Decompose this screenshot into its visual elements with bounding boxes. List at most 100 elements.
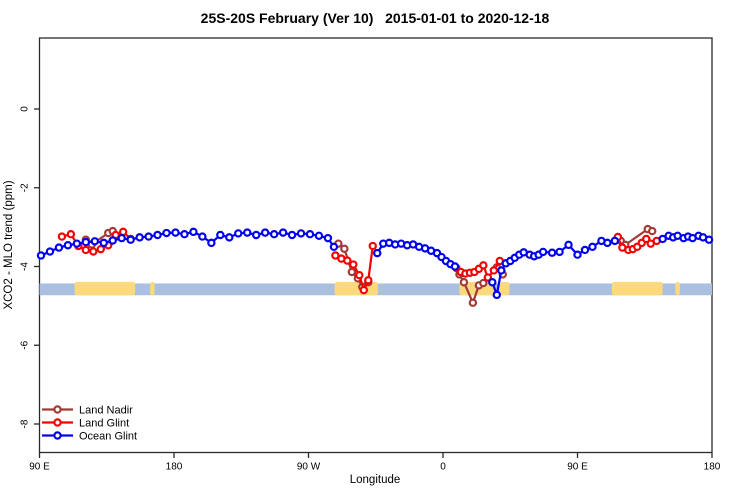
land-patch bbox=[74, 281, 136, 296]
data-point bbox=[610, 236, 620, 246]
data-point bbox=[153, 230, 162, 240]
data-point bbox=[198, 232, 207, 241]
data-point bbox=[216, 230, 225, 240]
x-tick-label: 180 bbox=[704, 462, 721, 473]
x-tick-label: 90 E bbox=[29, 462, 50, 473]
data-point bbox=[704, 235, 714, 244]
data-point bbox=[234, 229, 243, 238]
data-point bbox=[305, 230, 315, 239]
legend-label: Ocean Glint bbox=[79, 431, 137, 443]
data-point bbox=[225, 233, 234, 242]
land-patch bbox=[611, 281, 663, 296]
data-point bbox=[483, 273, 493, 282]
data-point bbox=[45, 247, 55, 256]
data-point bbox=[89, 247, 98, 256]
land-patch bbox=[675, 281, 680, 296]
data-point bbox=[162, 228, 171, 238]
series-layer bbox=[36, 224, 714, 307]
x-axis-label: Longitude bbox=[350, 474, 401, 486]
x-tick-label: 180 bbox=[166, 462, 183, 473]
y-tick-label: -2 bbox=[20, 183, 31, 192]
x-tick-label: 0 bbox=[440, 462, 446, 473]
y-tick-label: -6 bbox=[20, 340, 31, 349]
land-patch bbox=[499, 281, 510, 296]
data-point bbox=[349, 260, 358, 269]
legend-marker-sample bbox=[53, 418, 62, 427]
legend-label: Land Glint bbox=[79, 418, 129, 430]
data-point bbox=[57, 232, 67, 241]
data-point bbox=[207, 238, 216, 248]
data-point bbox=[243, 228, 252, 237]
data-point bbox=[278, 228, 288, 237]
data-point bbox=[171, 228, 180, 237]
legend-item-land-glint: Land Glint bbox=[42, 418, 129, 430]
data-point bbox=[108, 236, 117, 245]
data-point bbox=[479, 278, 488, 288]
data-point bbox=[355, 270, 364, 280]
data-point bbox=[72, 239, 82, 248]
data-point bbox=[547, 248, 557, 257]
series-ocean-glint bbox=[36, 227, 714, 300]
data-point bbox=[588, 242, 597, 252]
data-point bbox=[580, 245, 590, 255]
data-point bbox=[364, 276, 373, 285]
data-point bbox=[81, 237, 91, 247]
data-point bbox=[573, 250, 582, 259]
data-point bbox=[538, 247, 548, 257]
data-point bbox=[260, 228, 270, 237]
data-point bbox=[648, 226, 657, 236]
data-point bbox=[99, 238, 108, 248]
data-point bbox=[287, 230, 297, 240]
data-point bbox=[343, 256, 352, 265]
data-point bbox=[323, 233, 333, 243]
data-point bbox=[489, 266, 499, 275]
data-point bbox=[642, 234, 651, 244]
data-point bbox=[555, 247, 564, 257]
x-tick-label: 90 E bbox=[567, 462, 588, 473]
data-point bbox=[54, 243, 64, 252]
data-point bbox=[117, 233, 126, 243]
legend-label: Land Nadir bbox=[79, 405, 133, 417]
data-point bbox=[66, 230, 76, 239]
data-point bbox=[180, 230, 189, 239]
data-point bbox=[314, 231, 324, 240]
data-point bbox=[368, 241, 377, 251]
land-patch bbox=[150, 281, 155, 296]
data-point bbox=[144, 232, 153, 241]
data-point bbox=[269, 230, 279, 239]
data-point bbox=[331, 251, 340, 260]
data-point bbox=[603, 238, 612, 248]
x-tick-label: 90 W bbox=[297, 462, 321, 473]
y-tick-label: -4 bbox=[20, 262, 31, 271]
y-tick-label: 0 bbox=[20, 106, 31, 112]
map-band-layer bbox=[39, 281, 712, 296]
data-point bbox=[497, 266, 506, 275]
x-axis: 90 E 180 90 W 0 90 E 180 bbox=[29, 452, 721, 473]
data-point bbox=[251, 230, 261, 240]
plot-border bbox=[38, 37, 713, 454]
data-point bbox=[479, 261, 488, 270]
data-point bbox=[189, 227, 198, 237]
data-point bbox=[63, 241, 73, 250]
data-point bbox=[81, 245, 91, 255]
series-land-glint bbox=[57, 227, 661, 295]
data-point bbox=[90, 237, 99, 246]
y-tick-label: -8 bbox=[20, 419, 31, 428]
y-axis: 0 -2 -4 -6 -8 bbox=[20, 106, 40, 428]
data-point bbox=[296, 229, 306, 238]
data-point bbox=[488, 278, 497, 287]
data-point bbox=[36, 251, 46, 260]
data-point bbox=[135, 233, 144, 242]
legend-marker-sample bbox=[53, 431, 62, 440]
data-point bbox=[468, 298, 478, 307]
data-point bbox=[373, 248, 382, 258]
legend-marker-sample bbox=[53, 405, 62, 414]
data-point bbox=[96, 244, 105, 254]
legend-item-ocean-glint: Ocean Glint bbox=[42, 431, 137, 443]
data-point bbox=[564, 240, 573, 250]
data-point bbox=[359, 285, 368, 295]
series-line bbox=[40, 230, 335, 257]
y-axis-label: XCO2 - MLO trend (ppm) bbox=[3, 180, 15, 309]
